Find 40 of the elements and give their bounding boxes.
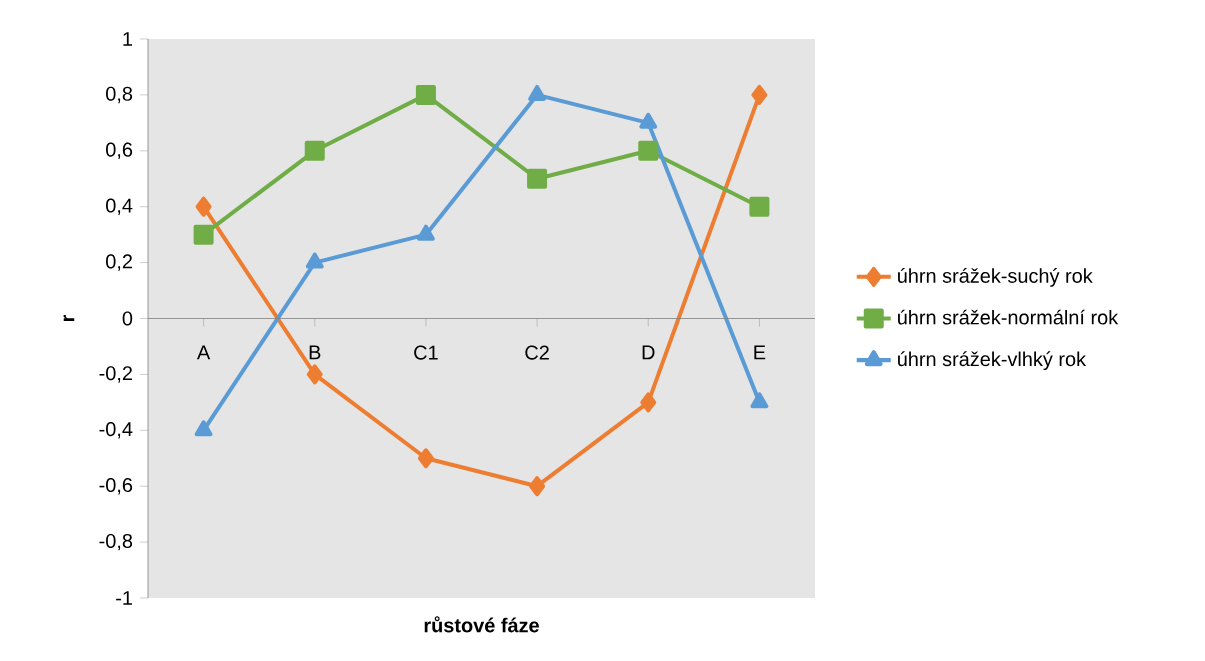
x-tick-label: D — [642, 345, 655, 360]
point — [529, 476, 546, 497]
y-axis-title: r — [63, 314, 75, 322]
point — [416, 224, 435, 241]
point — [639, 112, 658, 129]
point — [305, 252, 324, 269]
legend-label: úhrn srážek-vlhký rok — [898, 351, 1087, 371]
y-tick-label: -0,4 — [99, 422, 133, 439]
point — [306, 364, 323, 385]
legend-label: úhrn srážek-suchý rok — [898, 268, 1093, 287]
point — [751, 84, 768, 105]
point — [194, 420, 213, 437]
point — [193, 224, 214, 245]
y-tick-label: -1 — [116, 591, 132, 605]
y-tick-label: -0,6 — [99, 477, 133, 495]
y-tick-label: 0,6 — [106, 142, 133, 160]
point — [640, 392, 657, 413]
y-tick-label: 0,8 — [106, 86, 133, 104]
y-tick-label: 0,4 — [106, 198, 133, 215]
point — [415, 84, 436, 105]
point — [749, 196, 770, 217]
x-axis-title: růstové fáze — [424, 616, 539, 633]
point — [304, 140, 325, 161]
x-tick-label: B — [309, 345, 321, 360]
y-tick-label: -0,2 — [99, 366, 132, 383]
legend-label: úhrn srážek-normální rok — [898, 309, 1119, 325]
y-tick-label: 0,2 — [106, 254, 132, 271]
point — [195, 196, 212, 217]
point — [527, 168, 548, 189]
x-tick-label: C1 — [414, 345, 438, 360]
y-tick-label: 1 — [123, 32, 132, 46]
point — [750, 392, 769, 409]
point — [528, 84, 547, 101]
y-tick-label: -0,8 — [99, 533, 133, 551]
x-tick-label: C2 — [525, 345, 549, 360]
x-tick-label: A — [196, 345, 211, 360]
y-tick-label: 0 — [122, 311, 133, 326]
x-tick-label: E — [754, 345, 766, 360]
point — [638, 140, 659, 161]
point — [417, 448, 434, 469]
